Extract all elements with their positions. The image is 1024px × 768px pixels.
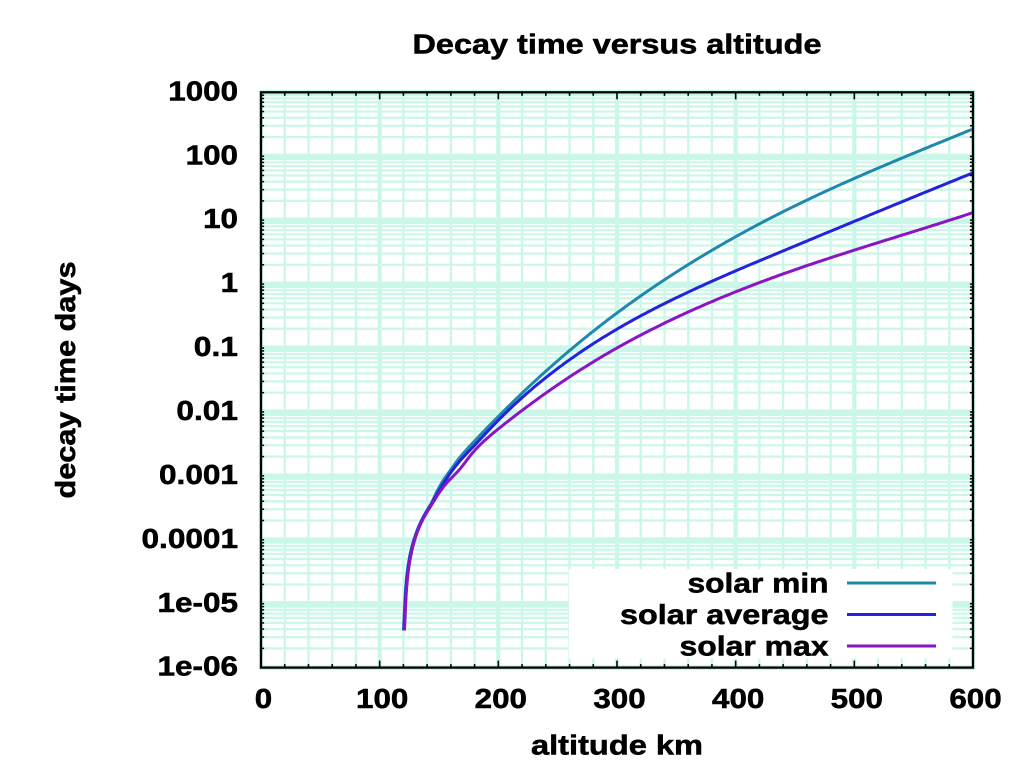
svg-text:Decay time versus altitude: Decay time versus altitude <box>413 29 822 60</box>
svg-text:0.001: 0.001 <box>159 459 238 490</box>
svg-text:500: 500 <box>831 683 883 714</box>
svg-text:1e-05: 1e-05 <box>158 587 239 618</box>
svg-text:100: 100 <box>186 139 238 170</box>
svg-text:1e-06: 1e-06 <box>158 651 239 682</box>
svg-text:300: 300 <box>593 683 645 714</box>
svg-text:1000: 1000 <box>168 75 238 106</box>
svg-text:0.01: 0.01 <box>176 395 238 426</box>
svg-text:altitude km: altitude km <box>531 729 703 760</box>
svg-text:solar min: solar min <box>688 568 829 599</box>
svg-text:solar max: solar max <box>680 631 829 662</box>
svg-text:decay time days: decay time days <box>50 262 81 499</box>
svg-text:10: 10 <box>203 203 238 234</box>
svg-text:600: 600 <box>949 683 1001 714</box>
svg-text:solar average: solar average <box>620 599 829 630</box>
svg-text:400: 400 <box>712 683 764 714</box>
svg-text:100: 100 <box>356 683 408 714</box>
svg-text:1: 1 <box>221 267 238 298</box>
svg-text:0.1: 0.1 <box>194 331 238 362</box>
svg-text:0: 0 <box>255 683 272 714</box>
svg-text:200: 200 <box>475 683 527 714</box>
svg-text:0.0001: 0.0001 <box>142 523 239 554</box>
